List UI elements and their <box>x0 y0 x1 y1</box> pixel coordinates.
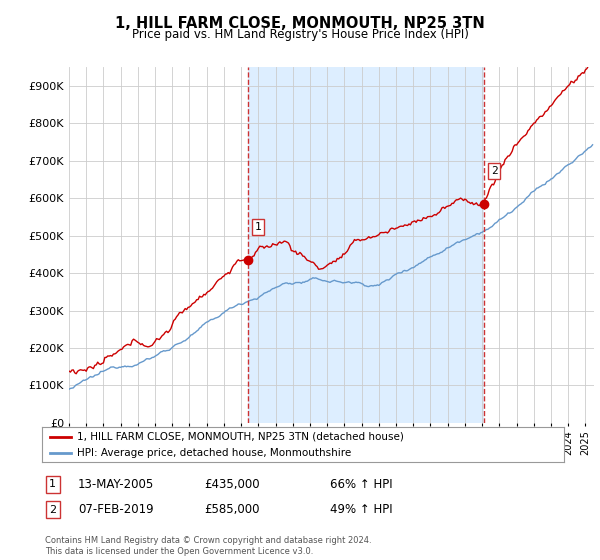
Text: £585,000: £585,000 <box>204 503 260 516</box>
Text: HPI: Average price, detached house, Monmouthshire: HPI: Average price, detached house, Monm… <box>77 449 352 458</box>
Text: 2: 2 <box>491 166 497 176</box>
Text: 1, HILL FARM CLOSE, MONMOUTH, NP25 3TN (detached house): 1, HILL FARM CLOSE, MONMOUTH, NP25 3TN (… <box>77 432 404 442</box>
Text: 1: 1 <box>49 479 56 489</box>
Text: 13-MAY-2005: 13-MAY-2005 <box>78 478 154 491</box>
Text: 66% ↑ HPI: 66% ↑ HPI <box>330 478 392 491</box>
Text: 07-FEB-2019: 07-FEB-2019 <box>78 503 154 516</box>
Bar <box>248 67 484 423</box>
Text: Contains HM Land Registry data © Crown copyright and database right 2024.
This d: Contains HM Land Registry data © Crown c… <box>45 536 371 556</box>
Text: Price paid vs. HM Land Registry's House Price Index (HPI): Price paid vs. HM Land Registry's House … <box>131 28 469 41</box>
Text: 1: 1 <box>254 222 261 232</box>
Text: 1, HILL FARM CLOSE, MONMOUTH, NP25 3TN: 1, HILL FARM CLOSE, MONMOUTH, NP25 3TN <box>115 16 485 31</box>
Text: £435,000: £435,000 <box>204 478 260 491</box>
Text: 2: 2 <box>49 505 56 515</box>
Text: 49% ↑ HPI: 49% ↑ HPI <box>330 503 392 516</box>
